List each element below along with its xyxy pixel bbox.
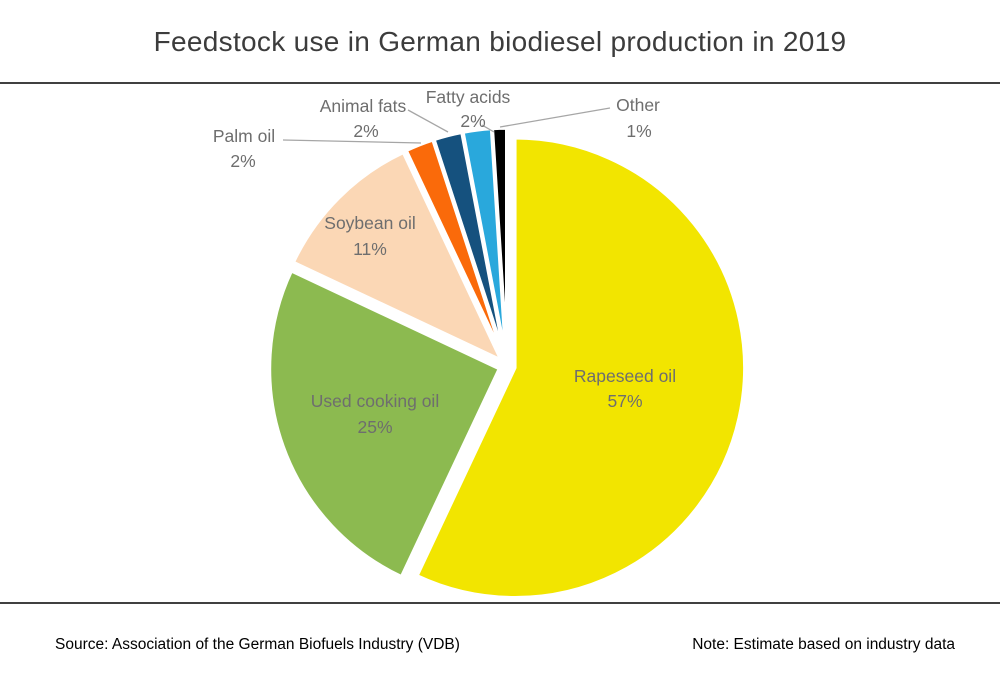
pie-slice-soybean-oil	[291, 150, 504, 363]
slice-value-rapeseed-oil: 57%	[607, 391, 642, 411]
top-divider	[0, 82, 1000, 84]
chart-title: Feedstock use in German biodiesel produc…	[153, 26, 847, 57]
slice-name-animal-fats: Animal fats	[320, 96, 407, 116]
pie-slice-used-cooking-oil	[267, 269, 502, 579]
slice-name-other: Other	[616, 95, 660, 115]
leader-line-animal-fats	[407, 109, 449, 133]
slice-value-used-cooking-oil: 25%	[357, 417, 392, 437]
slice-name-rapeseed-oil: Rapeseed oil	[574, 366, 676, 386]
slice-name-soybean-oil: Soybean oil	[324, 213, 415, 233]
pie-slice-other	[490, 126, 509, 360]
slice-name-used-cooking-oil: Used cooking oil	[311, 391, 439, 411]
slice-value-fatty-acids: 2%	[460, 111, 485, 131]
bottom-divider	[0, 602, 1000, 604]
slice-name-fatty-acids: Fatty acids	[426, 87, 511, 107]
leader-line-other	[499, 107, 611, 128]
slice-value-other: 1%	[626, 121, 651, 141]
leader-line-fatty-acids	[481, 124, 495, 133]
slice-value-palm-oil: 2%	[230, 151, 255, 171]
slice-value-animal-fats: 2%	[353, 121, 378, 141]
pie-slice-rapeseed-oil	[415, 136, 747, 600]
slice-value-soybean-oil: 11%	[353, 239, 387, 259]
leader-line-palm-oil	[282, 139, 422, 144]
source-text: Source: Association of the German Biofue…	[55, 636, 460, 653]
slice-name-palm-oil: Palm oil	[213, 126, 275, 146]
note-text: Note: Estimate based on industry data	[692, 636, 955, 653]
